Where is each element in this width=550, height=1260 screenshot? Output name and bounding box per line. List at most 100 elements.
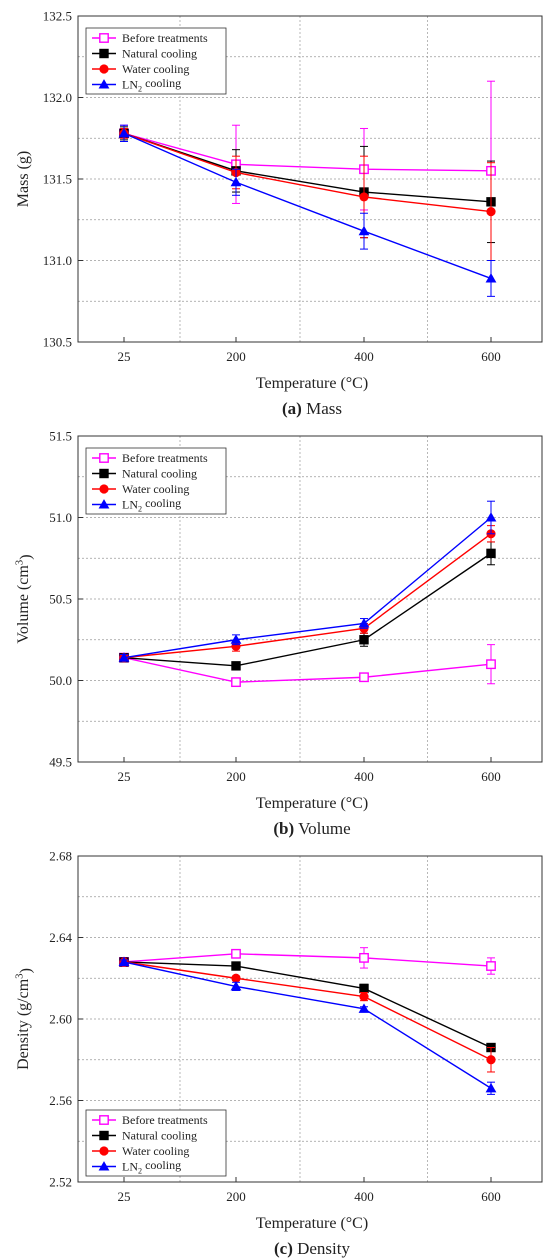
legend-item-before-treatments: Before treatments [92,451,208,465]
series-water-cooling [119,525,496,663]
x-tick-label: 200 [226,1189,246,1204]
caption-text: Mass [302,399,342,418]
legend-box [85,447,227,515]
series-line [123,132,492,213]
legend-label: Natural cooling [122,1129,197,1143]
y-tick-label: 2.64 [49,930,72,945]
data-point [358,225,370,236]
legend-marker [99,48,109,59]
data-point [359,983,369,994]
series-line [123,961,492,1049]
series-ln2-cooling [118,500,497,662]
legend-marker [99,468,109,479]
series-line [123,656,492,683]
chart-density: 2.52 2.56 2.60 2.64 2.68 25 200 400 600 Temperatu… [14,849,543,1258]
x-tick-label: 600 [481,349,501,364]
legend-label: LN2 cooling [122,76,181,93]
y-tick-label: 131.5 [43,172,72,187]
legend-marker [99,484,109,494]
data-point [230,634,242,644]
series-natural-cooling [119,126,496,244]
legend-marker [99,64,109,74]
y-tick-label: 132.0 [43,90,72,105]
data-point [486,207,496,217]
y-tick-label: 2.60 [49,1012,72,1027]
legend-marker [98,499,110,509]
x-tick-label: 600 [481,769,501,784]
legend-item-water-cooling: Water cooling [92,482,189,496]
y-axis: 2.52 2.56 2.60 2.64 2.68 [49,849,83,1190]
x-axis-label: Temperature (°C) [256,795,368,812]
data-point [358,618,370,628]
data-point [230,176,242,187]
y-tick-label: 49.5 [49,755,72,770]
legend-label: Water cooling [122,62,189,76]
y-tick-label: 2.52 [49,1175,72,1190]
data-point [231,973,241,983]
data-point [486,961,496,971]
series-water-cooling [119,127,496,261]
series-ln2-cooling [118,124,497,297]
legend-marker [99,453,109,463]
y-tick-label: 132.5 [43,9,72,24]
legend-marker [98,1161,110,1171]
y-tick-label: 2.56 [49,1093,72,1108]
x-axis: 25 200 400 600 [118,337,501,364]
data-point [358,1003,370,1013]
legend-item-natural-cooling: Natural cooling [92,47,197,61]
series-before-treatments [119,80,496,261]
series-ln2-cooling [118,956,497,1095]
x-tick-label: 400 [354,1189,374,1204]
y-tick-label: 51.5 [49,429,72,444]
legend-label: Natural cooling [122,47,197,61]
data-point [359,952,369,963]
chart-mass: 130.5 131.0 131.5 132.0 132.5 25 200 400 600 Temp… [15,9,543,418]
legend-item-ln2-cooling: LN2 cooling [92,76,181,93]
data-point [230,981,242,991]
series-line [123,552,492,667]
data-point [118,127,130,138]
data-point [359,635,369,645]
legend-label: Before treatments [122,31,208,45]
legend-label: Water cooling [122,482,189,496]
series-natural-cooling [119,957,496,1053]
caption-letter: (c) [274,1239,293,1258]
legend-marker [99,1115,109,1125]
data-point [231,677,241,688]
legend-box [85,1109,227,1177]
caption-text: Density [293,1239,351,1258]
series-line [123,132,492,172]
x-tick-label: 25 [118,1189,131,1204]
legend-item-water-cooling: Water cooling [92,62,189,76]
caption: (a) Mass [282,399,342,418]
y-tick-label: 130.5 [43,335,72,350]
legend-item-natural-cooling: Natural cooling [92,1129,197,1143]
legend-item-before-treatments: Before treatments [92,31,208,45]
y-tick-label: 2.68 [49,849,72,864]
caption: (b) Volume [273,819,350,838]
series-line [123,516,492,659]
data-point [486,659,496,670]
caption-letter: (a) [282,399,302,418]
data-point [231,641,241,651]
series-line [123,961,492,1061]
y-axis-label: Volume (cm3) [14,554,35,643]
data-point [359,672,369,683]
legend-item-ln2-cooling: LN2 cooling [92,1158,181,1175]
x-axis: 25 200 400 600 [118,1177,501,1204]
series-line [123,132,492,203]
x-tick-label: 25 [118,769,131,784]
data-point [485,273,497,283]
series-line [123,953,492,967]
y-tick-label: 50.5 [49,592,72,607]
legend-item-ln2-cooling: LN2 cooling [92,496,181,513]
data-point [485,512,497,522]
legend-item-water-cooling: Water cooling [92,1144,189,1158]
x-tick-label: 200 [226,349,246,364]
chart-volume: 49.5 50.0 50.5 51.0 51.5 25 200 400 600 Temperatu… [14,429,543,838]
legend-label: Natural cooling [122,467,197,481]
